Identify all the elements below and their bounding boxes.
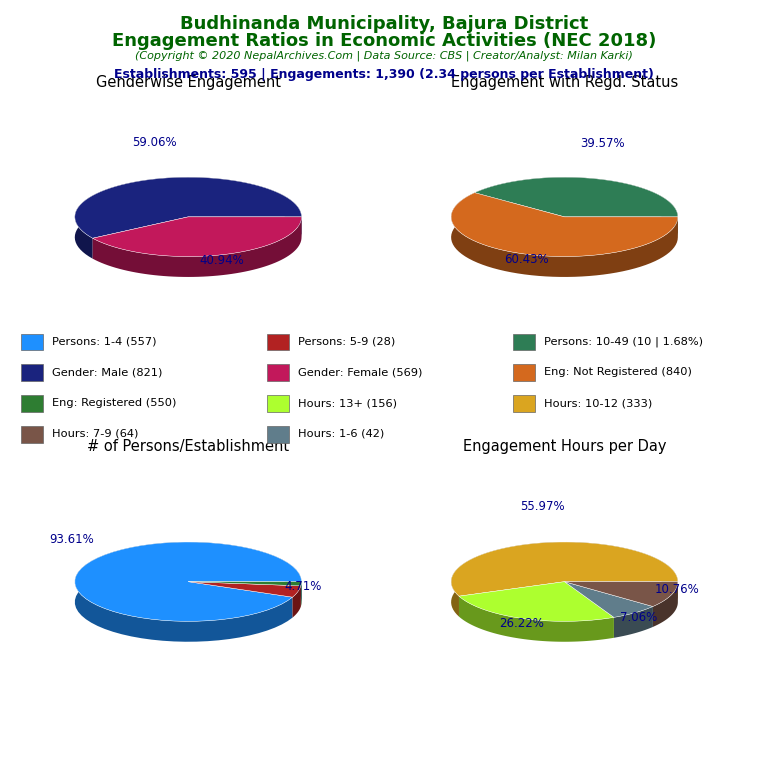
FancyBboxPatch shape: [22, 396, 43, 412]
Text: 26.22%: 26.22%: [498, 617, 544, 631]
FancyBboxPatch shape: [513, 334, 535, 350]
Polygon shape: [188, 581, 301, 598]
Text: 59.06%: 59.06%: [132, 137, 177, 149]
Text: Persons: 10-49 (10 | 1.68%): Persons: 10-49 (10 | 1.68%): [544, 336, 703, 347]
Text: 7.06%: 7.06%: [620, 611, 657, 624]
FancyBboxPatch shape: [267, 396, 289, 412]
Polygon shape: [74, 177, 302, 259]
Polygon shape: [293, 586, 301, 617]
Polygon shape: [614, 607, 653, 637]
Text: 60.43%: 60.43%: [504, 253, 548, 266]
FancyBboxPatch shape: [267, 365, 289, 381]
Polygon shape: [451, 193, 678, 257]
Title: # of Persons/Establishment: # of Persons/Establishment: [87, 439, 290, 455]
Text: Gender: Male (821): Gender: Male (821): [52, 367, 163, 378]
Text: Establishments: 595 | Engagements: 1,390 (2.34 persons per Establishment): Establishments: 595 | Engagements: 1,390…: [114, 68, 654, 81]
FancyBboxPatch shape: [22, 426, 43, 442]
Text: Hours: 10-12 (333): Hours: 10-12 (333): [544, 398, 652, 409]
Title: Engagement Hours per Day: Engagement Hours per Day: [463, 439, 666, 455]
Polygon shape: [93, 217, 302, 257]
Polygon shape: [564, 581, 653, 617]
Polygon shape: [459, 596, 614, 642]
Text: Engagement Ratios in Economic Activities (NEC 2018): Engagement Ratios in Economic Activities…: [112, 32, 656, 50]
Polygon shape: [459, 581, 614, 621]
Polygon shape: [451, 542, 678, 617]
Polygon shape: [475, 177, 678, 237]
Polygon shape: [475, 177, 678, 217]
FancyBboxPatch shape: [513, 365, 535, 381]
Text: Eng: Registered (550): Eng: Registered (550): [52, 398, 177, 409]
Text: Hours: 7-9 (64): Hours: 7-9 (64): [52, 429, 138, 439]
Title: Genderwise Engagement: Genderwise Engagement: [96, 74, 280, 90]
Text: Hours: 13+ (156): Hours: 13+ (156): [298, 398, 397, 409]
Text: 39.57%: 39.57%: [581, 137, 625, 150]
Text: 10.76%: 10.76%: [654, 584, 699, 596]
Text: 55.97%: 55.97%: [520, 500, 564, 513]
Polygon shape: [451, 193, 678, 277]
Text: 4.71%: 4.71%: [285, 580, 322, 593]
Text: Persons: 5-9 (28): Persons: 5-9 (28): [298, 336, 396, 347]
Polygon shape: [74, 177, 302, 238]
Polygon shape: [75, 542, 302, 621]
Text: Persons: 1-4 (557): Persons: 1-4 (557): [52, 336, 157, 347]
FancyBboxPatch shape: [22, 365, 43, 381]
Polygon shape: [75, 542, 302, 642]
FancyBboxPatch shape: [267, 426, 289, 442]
Polygon shape: [564, 581, 678, 607]
Text: (Copyright © 2020 NepalArchives.Com | Data Source: CBS | Creator/Analyst: Milan : (Copyright © 2020 NepalArchives.Com | Da…: [135, 51, 633, 61]
FancyBboxPatch shape: [513, 396, 535, 412]
Text: Budhinanda Municipality, Bajura District: Budhinanda Municipality, Bajura District: [180, 15, 588, 33]
Text: Gender: Female (569): Gender: Female (569): [298, 367, 422, 378]
Text: Eng: Not Registered (840): Eng: Not Registered (840): [544, 367, 692, 378]
FancyBboxPatch shape: [22, 334, 43, 350]
Text: 40.94%: 40.94%: [199, 253, 244, 266]
Polygon shape: [188, 581, 302, 586]
Text: Hours: 1-6 (42): Hours: 1-6 (42): [298, 429, 384, 439]
Polygon shape: [451, 542, 678, 596]
Polygon shape: [653, 581, 678, 627]
Title: Engagement with Regd. Status: Engagement with Regd. Status: [451, 74, 678, 90]
Text: 93.61%: 93.61%: [49, 533, 94, 546]
FancyBboxPatch shape: [267, 334, 289, 350]
Polygon shape: [93, 217, 302, 277]
